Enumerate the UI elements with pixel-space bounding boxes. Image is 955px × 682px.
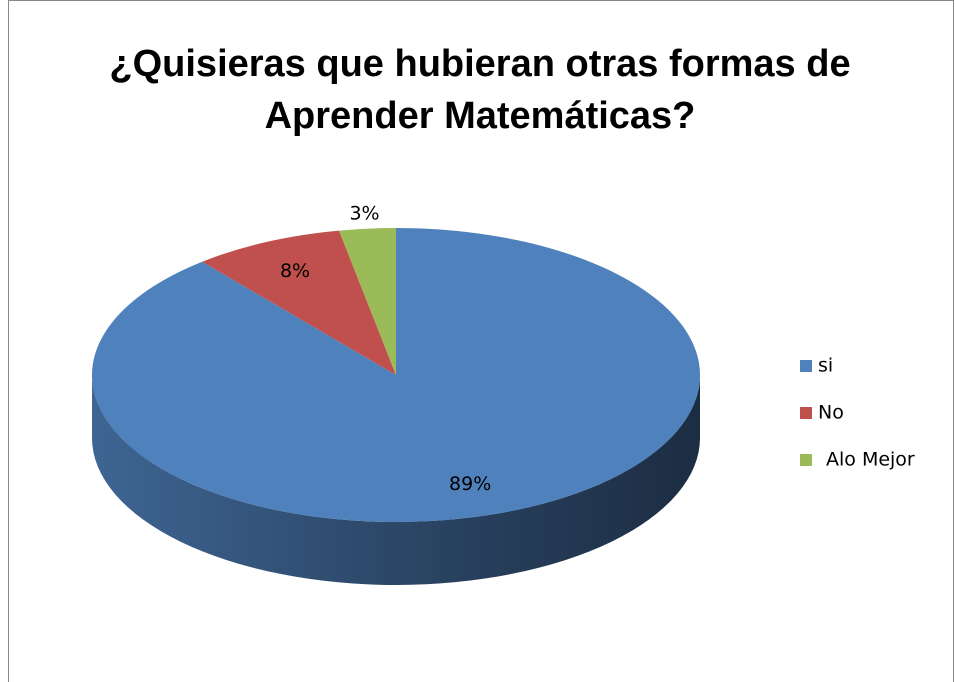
legend-swatch (800, 360, 812, 372)
pie-slice (339, 228, 396, 375)
data-label: 89% (449, 473, 491, 495)
pie-side (92, 375, 700, 585)
legend-label: Alo Mejor (826, 449, 915, 471)
legend-swatch (800, 454, 812, 466)
data-label: 8% (280, 260, 310, 282)
legend-swatch (800, 407, 812, 419)
pie-slice (92, 228, 701, 522)
data-label: 3% (349, 203, 379, 225)
legend-label: No (818, 402, 844, 424)
chart-border (8, 0, 954, 682)
pie-slice (202, 230, 396, 375)
legend-label: si (818, 355, 833, 377)
chart-title: ¿Quisieras que hubieran otras formas de … (109, 43, 851, 137)
